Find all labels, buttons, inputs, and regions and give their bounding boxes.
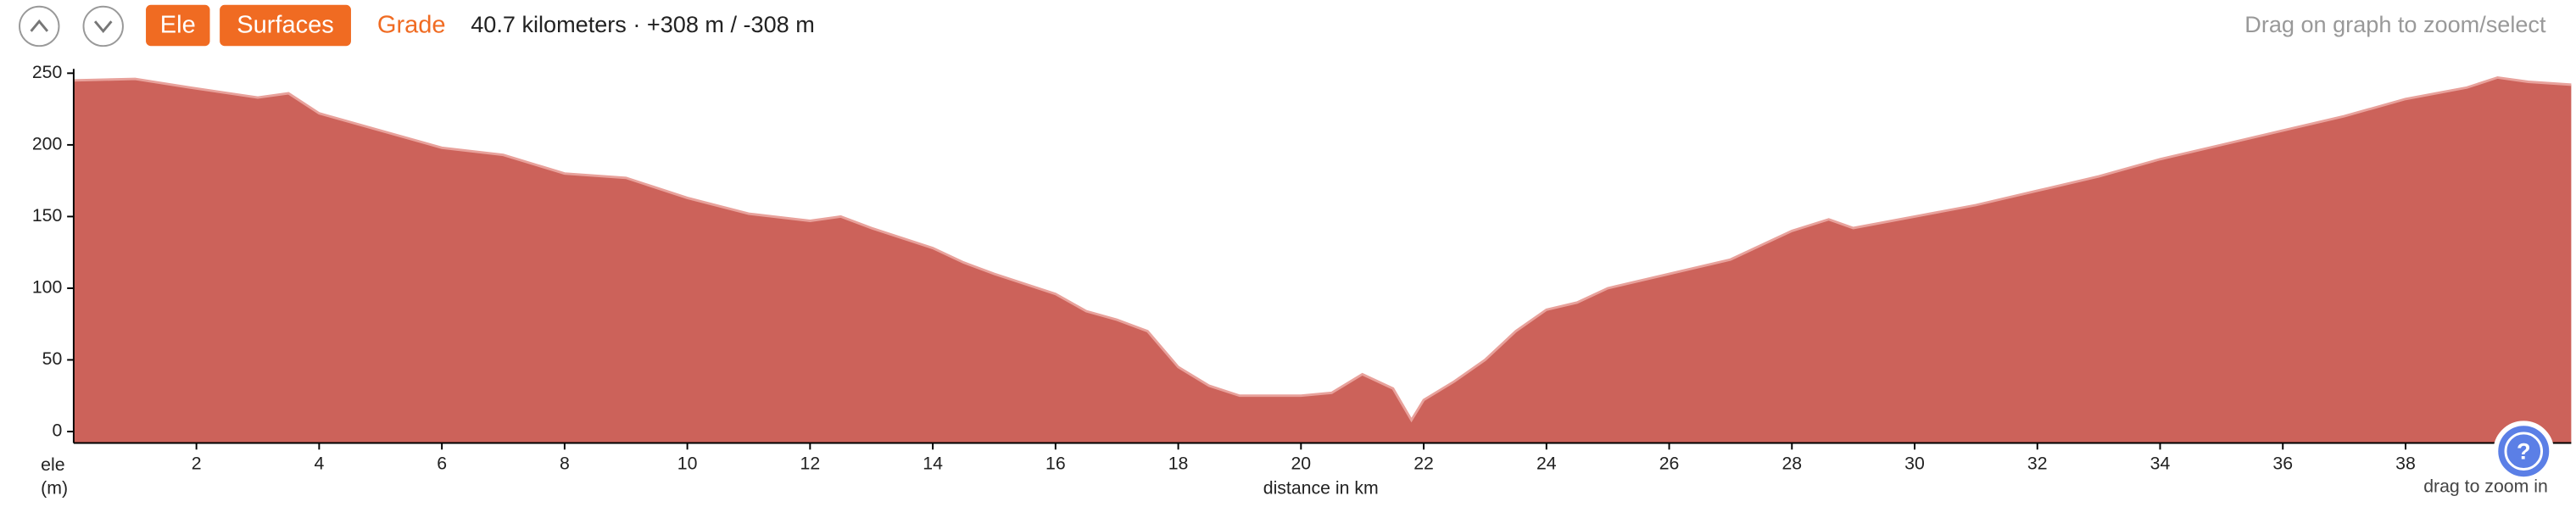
zoom-hint: Drag on graph to zoom/select bbox=[2244, 11, 2546, 37]
x-tick-label: 26 bbox=[1659, 453, 1680, 473]
x-tick-label: 22 bbox=[1413, 453, 1434, 473]
x-tick-label: 18 bbox=[1168, 453, 1189, 473]
x-tick-label: 34 bbox=[2150, 453, 2171, 473]
y-axis-label: ele bbox=[41, 454, 64, 475]
help-icon[interactable]: ? bbox=[2517, 437, 2531, 464]
x-tick-label: 2 bbox=[192, 453, 202, 473]
help-button[interactable] bbox=[2493, 421, 2555, 482]
y-tick-label: 50 bbox=[42, 348, 63, 369]
grade-button[interactable]: Grade bbox=[377, 12, 446, 39]
x-tick-label: 4 bbox=[314, 453, 324, 473]
x-axis-label: distance in km bbox=[1263, 477, 1379, 498]
elevation-area bbox=[73, 77, 2572, 443]
x-tick-label: 28 bbox=[1781, 453, 1802, 473]
x-tick-label: 10 bbox=[677, 453, 698, 473]
x-tick-label: 38 bbox=[2395, 453, 2416, 473]
up-arrow-icon bbox=[30, 19, 49, 32]
x-tick-label: 6 bbox=[437, 453, 447, 473]
surfaces-button-label[interactable]: Surfaces bbox=[237, 12, 334, 39]
y-tick-label: 250 bbox=[32, 62, 62, 82]
x-tick-label: 14 bbox=[923, 453, 943, 473]
surfaces-button[interactable] bbox=[220, 4, 351, 47]
y-tick-label: 100 bbox=[32, 277, 62, 298]
collapse-down-button[interactable] bbox=[82, 5, 124, 47]
x-tick-label: 30 bbox=[1904, 453, 1925, 473]
ele-button-label[interactable]: Ele bbox=[160, 12, 196, 39]
x-tick-label: 16 bbox=[1045, 453, 1066, 473]
down-arrow-icon bbox=[93, 20, 113, 34]
y-tick-label: 200 bbox=[32, 134, 62, 154]
y-tick-label: 150 bbox=[32, 205, 62, 226]
y-axis-label-unit: (m) bbox=[41, 477, 68, 498]
x-tick-label: 20 bbox=[1291, 453, 1311, 473]
ele-button[interactable] bbox=[146, 4, 210, 47]
elevation-line bbox=[73, 75, 2572, 423]
x-tick-label: 36 bbox=[2272, 453, 2293, 473]
x-tick-label: 24 bbox=[1536, 453, 1557, 473]
x-tick-label: 8 bbox=[560, 453, 570, 473]
route-summary: 40.7 kilometers · +308 m / -308 m bbox=[471, 11, 815, 37]
x-tick-label: 32 bbox=[2027, 453, 2048, 473]
help-ring bbox=[2504, 432, 2544, 471]
x-tick-label: 12 bbox=[800, 453, 821, 473]
expand-up-button[interactable] bbox=[19, 5, 60, 47]
y-tick-label: 0 bbox=[53, 421, 63, 441]
